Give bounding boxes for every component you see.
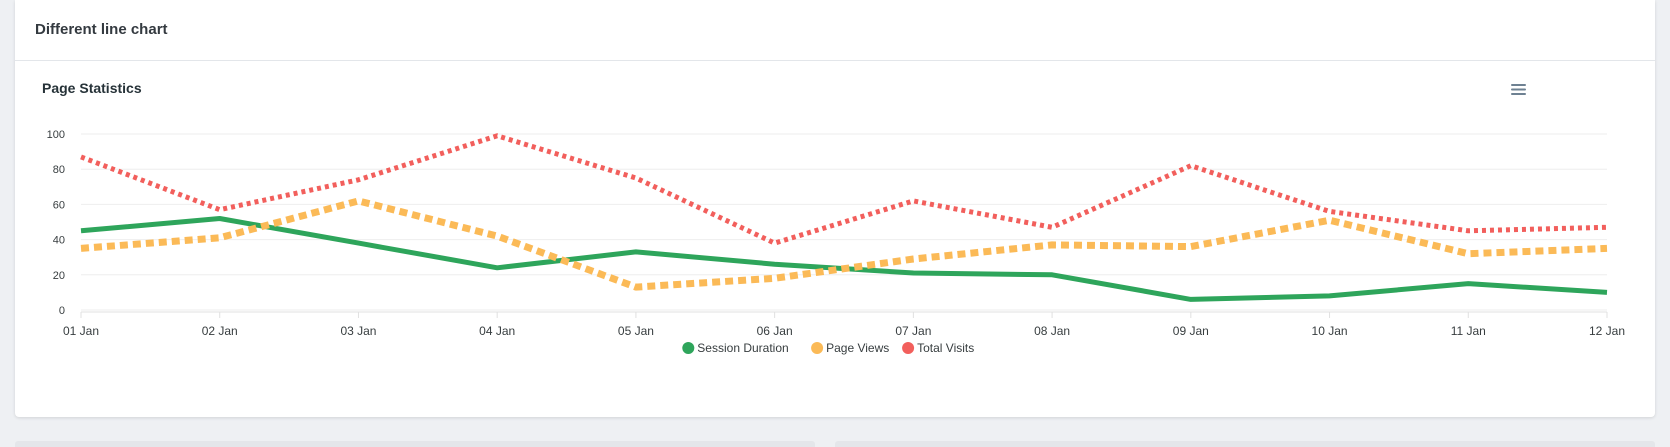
y-tick-label: 0 xyxy=(59,305,65,317)
hamburger-menu-icon xyxy=(1511,84,1526,95)
chart-card: Different line chart Page Statistics 0 20… xyxy=(15,0,1655,417)
chart-title: Page Statistics xyxy=(42,80,142,96)
legend-marker xyxy=(811,342,824,354)
grid-lines xyxy=(81,133,1607,311)
page-title: Different line chart xyxy=(35,20,168,38)
legend-item-total-visits[interactable]: Total Visits xyxy=(902,341,974,355)
legend-marker xyxy=(682,342,695,354)
x-tick-label: 11 Jan xyxy=(1451,324,1486,338)
y-tick-label: 80 xyxy=(53,164,65,176)
legend-item-page-views[interactable]: Page Views xyxy=(811,341,889,355)
series-line-page-views[interactable] xyxy=(80,197,1608,291)
legend-label: Page Views xyxy=(826,341,889,355)
legend-item-session-duration[interactable]: Session Duration xyxy=(682,341,789,355)
series-line-session-duration[interactable] xyxy=(80,216,1608,302)
y-tick-label: 20 xyxy=(53,270,65,282)
x-tick-label: 02 Jan xyxy=(202,324,238,338)
line-chart: Page Statistics 0 20 40 60 80 100 01 Jan 02 Ja… xyxy=(42,78,1625,355)
x-tick-label: 06 Jan xyxy=(757,324,793,338)
series-lines xyxy=(80,133,1608,302)
x-tick-label: 12 Jan xyxy=(1589,324,1625,338)
menu-button[interactable] xyxy=(1507,78,1531,100)
x-tick-label: 07 Jan xyxy=(895,324,931,338)
y-tick-label: 60 xyxy=(53,199,65,211)
legend: Session Duration Page Views Total Visits xyxy=(682,341,974,355)
legend-marker xyxy=(902,342,915,354)
x-tick-label: 08 Jan xyxy=(1034,324,1070,338)
series-line-total-visits[interactable] xyxy=(80,133,1608,246)
x-axis: 01 Jan 02 Jan 03 Jan 04 Jan 05 Jan 06 Jan 07 J… xyxy=(63,311,1625,338)
card-header: Different line chart xyxy=(15,0,1655,61)
x-tick-label: 05 Jan xyxy=(618,324,654,338)
next-cards-edge xyxy=(15,441,1655,447)
legend-label: Total Visits xyxy=(917,341,974,355)
x-tick-label: 03 Jan xyxy=(340,324,376,338)
y-axis: 0 20 40 60 80 100 xyxy=(47,129,65,317)
x-tick-label: 10 Jan xyxy=(1312,324,1348,338)
x-tick-label: 09 Jan xyxy=(1173,324,1209,338)
x-tick-label: 04 Jan xyxy=(479,324,515,338)
y-tick-label: 40 xyxy=(53,235,65,247)
chart-area: Page Statistics 0 20 40 60 80 100 01 Jan 02 Ja… xyxy=(15,61,1655,417)
y-tick-label: 100 xyxy=(47,129,65,141)
x-tick-label: 01 Jan xyxy=(63,324,99,338)
legend-label: Session Duration xyxy=(697,341,788,355)
